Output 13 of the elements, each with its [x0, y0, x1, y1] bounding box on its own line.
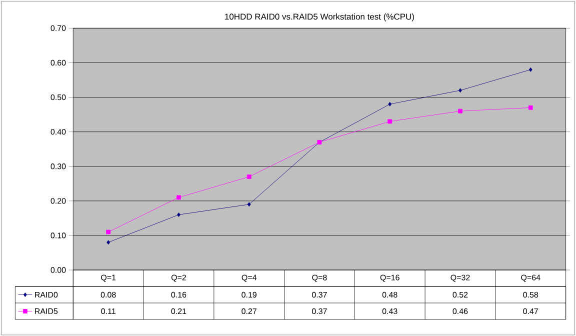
point: [106, 240, 110, 244]
point: [247, 202, 251, 206]
point: [458, 88, 462, 92]
point: [528, 67, 532, 72]
chart-title: 10HDD RAID0 vs.RAID5 Workstation test (%CPU): [225, 13, 414, 22]
point: [388, 102, 392, 106]
point: [458, 108, 462, 114]
point: [528, 105, 533, 110]
point: [246, 174, 252, 179]
point: [177, 212, 180, 217]
point: [388, 119, 392, 124]
point: [106, 230, 111, 234]
point: [176, 195, 181, 200]
